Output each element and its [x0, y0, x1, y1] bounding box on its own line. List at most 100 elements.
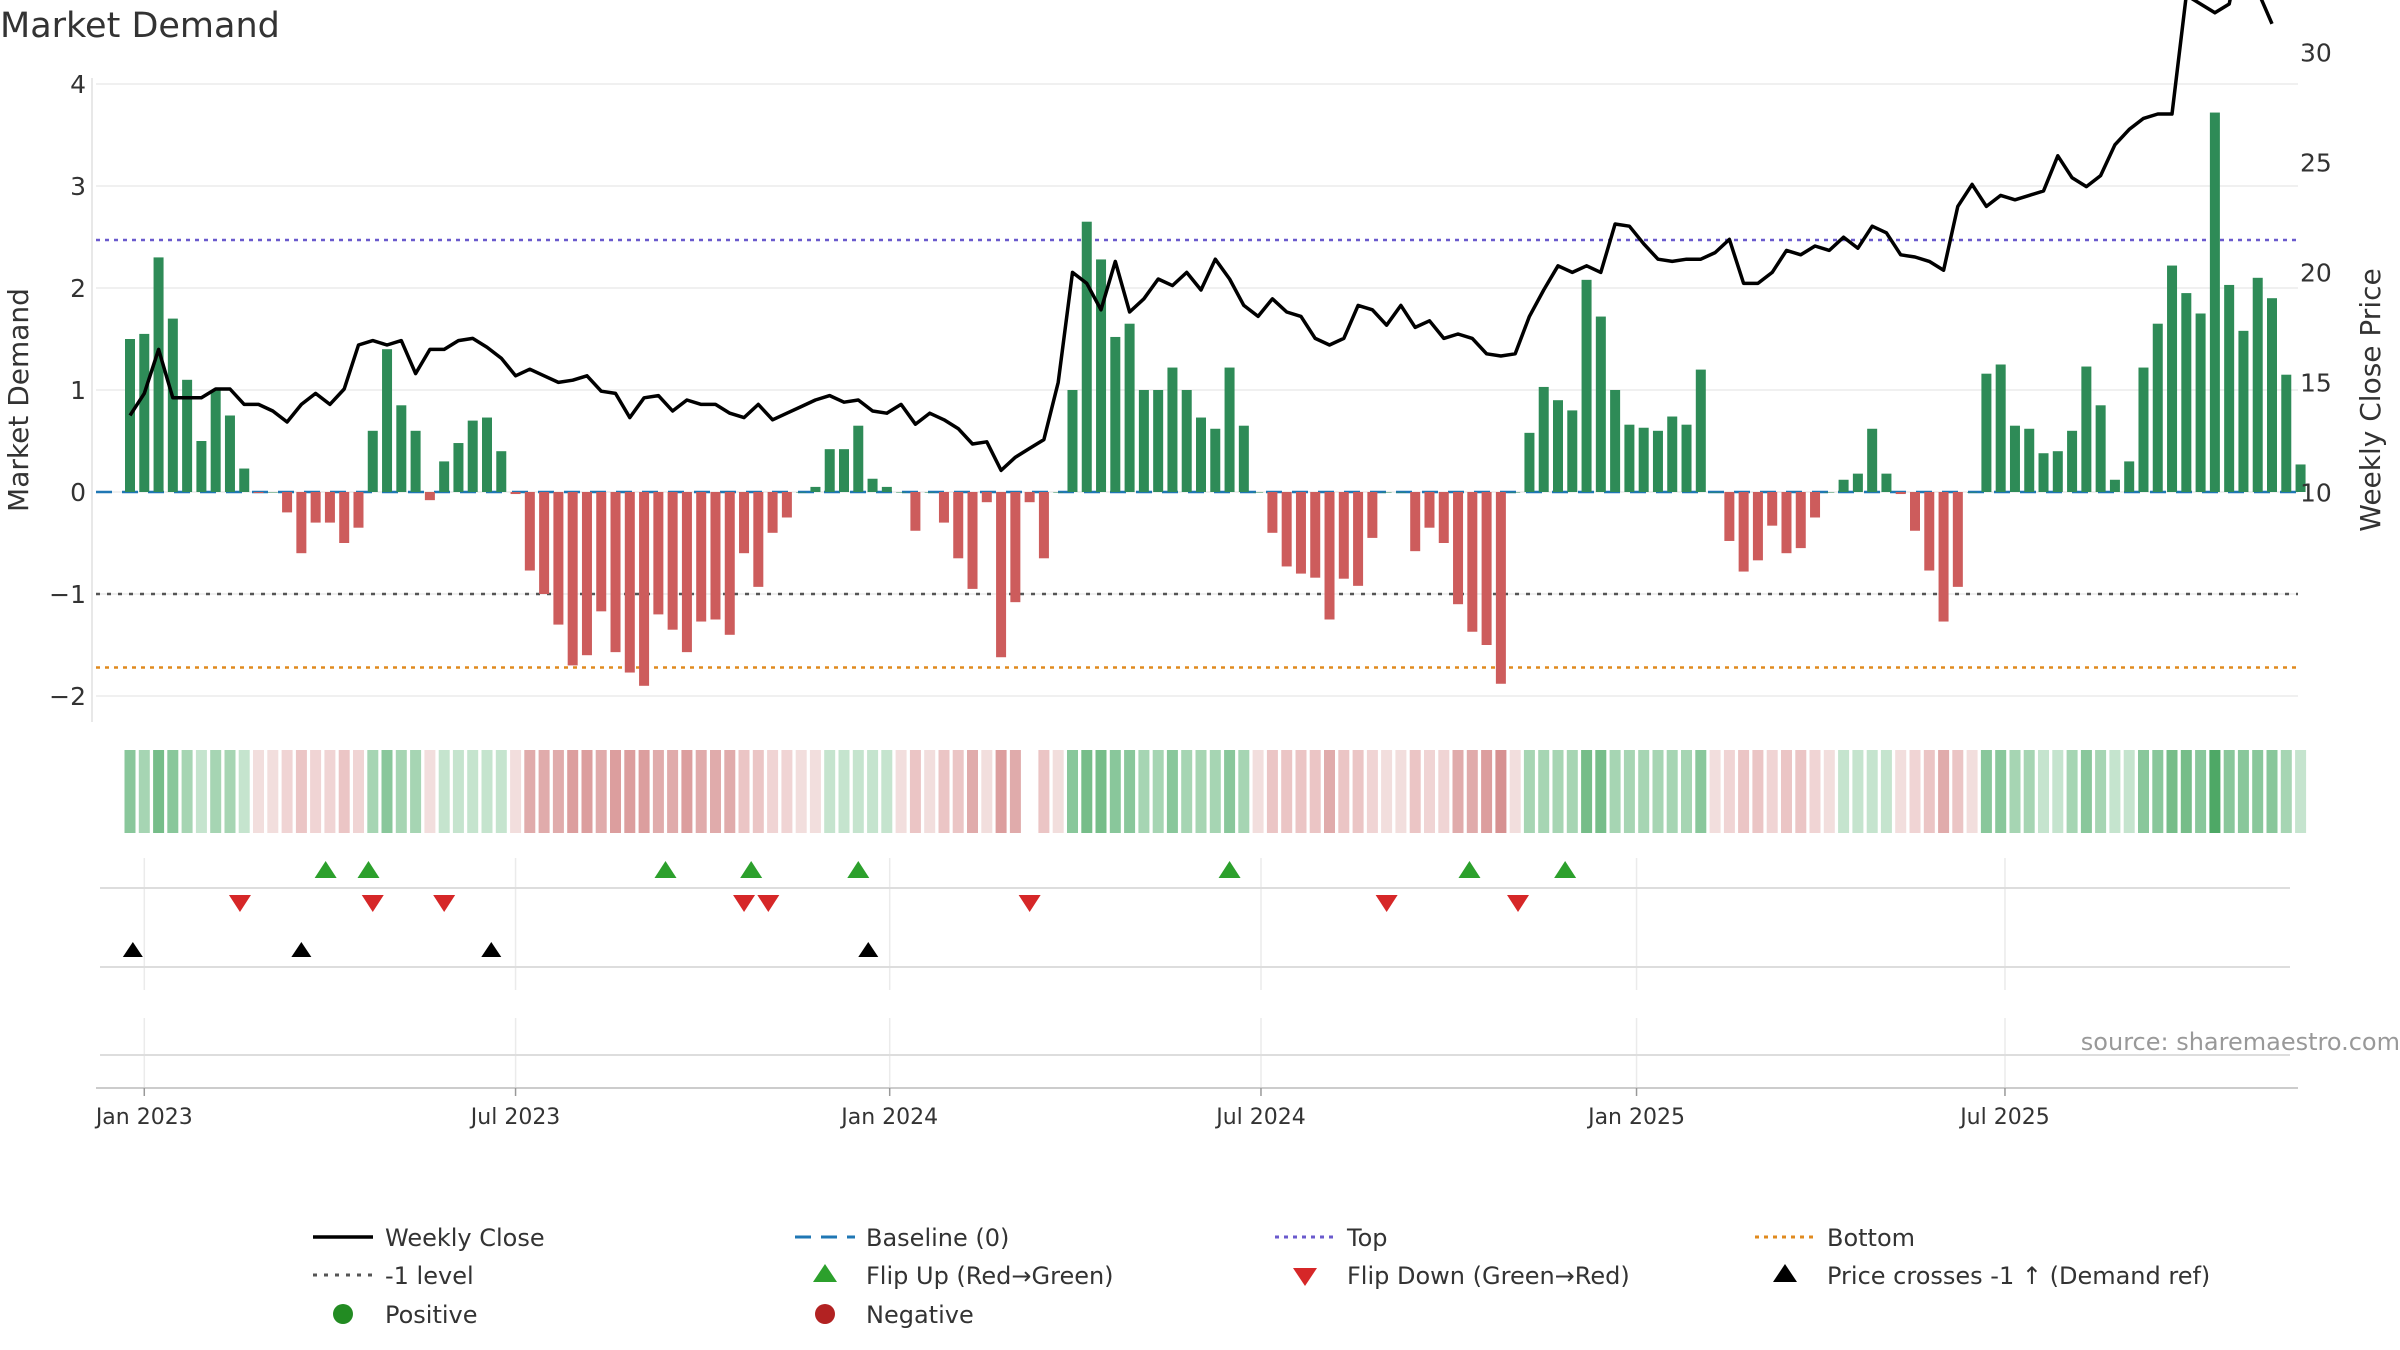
- legend-label-flip-down: Flip Down (Green→Red): [1347, 1262, 1630, 1290]
- strip-cell: [1424, 750, 1435, 833]
- strip-cell: [2123, 750, 2135, 833]
- strip-cell: [2023, 750, 2035, 833]
- positive-bar: [496, 451, 507, 492]
- positive-bar: [2209, 112, 2220, 492]
- strip-cell: [1923, 750, 1935, 833]
- x-tick-label: Jul 2023: [469, 1105, 561, 1130]
- negative-bar: [624, 492, 635, 673]
- strip-cell: [1980, 750, 1992, 833]
- strip-cell: [1880, 750, 1892, 833]
- negative-bar: [967, 492, 978, 589]
- strip-cell: [1552, 750, 1564, 833]
- strip-cell: [1009, 750, 1021, 833]
- strip-cell: [938, 750, 950, 833]
- strip-cell: [1695, 750, 1707, 833]
- positive-bar: [2267, 298, 2277, 492]
- y-tick-label: 1: [70, 376, 86, 405]
- negative-bar: [1438, 492, 1449, 543]
- y-tick-label: −2: [49, 682, 86, 711]
- legend-label-price-cross: Price crosses -1 ↑ (Demand ref): [1827, 1262, 2210, 1290]
- y-tick-label: 3: [70, 172, 86, 201]
- strip-cell: [1523, 750, 1535, 833]
- strip-cell: [995, 750, 1007, 833]
- negative-bar: [253, 492, 264, 494]
- negative-bar: [1038, 492, 1049, 559]
- strip-cell: [2066, 750, 2078, 833]
- strip-cell: [1195, 750, 1207, 833]
- positive-bar: [1838, 479, 1849, 492]
- negative-bar: [424, 492, 435, 501]
- positive-bar: [382, 349, 393, 492]
- legend: Weekly Close Baseline (0) Top Bottom -1 …: [313, 1224, 2210, 1329]
- negative-bar: [1010, 492, 1021, 603]
- positive-bar: [853, 425, 864, 492]
- negative-bar: [596, 492, 607, 612]
- positive-bar: [1710, 492, 1721, 493]
- strip-cell: [1124, 750, 1136, 833]
- legend-label-weekly-close: Weekly Close: [385, 1224, 545, 1252]
- positive-bar: [1995, 364, 2006, 492]
- positive-dot-icon: [333, 1304, 353, 1324]
- strip-cell: [2052, 750, 2064, 833]
- negative-bar: [696, 492, 707, 622]
- strip-cell: [652, 750, 664, 833]
- strip-cell: [1109, 750, 1121, 833]
- strip-cell: [1138, 750, 1150, 833]
- strip-cell: [395, 750, 407, 833]
- y2-axis-label: Weekly Close Price: [2354, 268, 2387, 531]
- legend-label-negative: Negative: [866, 1301, 974, 1329]
- positive-bar: [182, 379, 193, 492]
- strip-cell: [2109, 750, 2121, 833]
- positive-bar: [439, 461, 450, 492]
- negative-bar: [667, 492, 678, 630]
- demand-color-strip: [124, 750, 2307, 833]
- strip-cell: [1809, 750, 1821, 833]
- negative-bar: [581, 492, 592, 656]
- strip-cell: [538, 750, 550, 833]
- strip-cell: [724, 750, 736, 833]
- flip-down-marker: [757, 895, 780, 912]
- strip-cell: [1266, 750, 1278, 833]
- flip-up-marker: [1458, 861, 1481, 878]
- strip-cell: [1781, 750, 1792, 833]
- negative-bar: [1952, 492, 1963, 587]
- positive-bar: [1638, 427, 1649, 492]
- flip-down-marker: [1507, 895, 1530, 912]
- positive-bar: [1824, 492, 1835, 493]
- positive-bar: [1652, 430, 1663, 492]
- positive-bar: [1081, 221, 1092, 492]
- flip-down-marker: [361, 895, 384, 912]
- strip-cell: [581, 750, 593, 833]
- negative-bar: [324, 492, 335, 523]
- positive-bar: [796, 492, 807, 493]
- negative-bar: [1924, 492, 1935, 571]
- negative-bar: [953, 492, 964, 559]
- legend-label-top: Top: [1346, 1224, 1388, 1252]
- strip-cell: [1738, 750, 1750, 833]
- negative-bar: [1267, 492, 1278, 533]
- negative-bar: [653, 492, 664, 615]
- strip-cell: [2180, 750, 2192, 833]
- strip-cell: [1709, 750, 1721, 833]
- strip-cell: [1466, 750, 1478, 833]
- strip-cell: [681, 750, 693, 833]
- positive-bar: [1153, 390, 1164, 492]
- positive-bar: [1867, 428, 1878, 492]
- negative-bar: [1938, 492, 1949, 622]
- y2-tick-label: 20: [2300, 258, 2332, 287]
- strip-cell: [924, 750, 936, 833]
- negative-bar: [1467, 492, 1478, 632]
- strip-cell: [2252, 750, 2264, 833]
- positive-bar: [2124, 461, 2135, 492]
- strip-cell: [1595, 750, 1607, 833]
- positive-bar: [1538, 386, 1549, 492]
- strip-cell: [410, 750, 422, 833]
- positive-bar: [196, 441, 207, 492]
- negative-bar: [681, 492, 692, 653]
- positive-bar: [224, 415, 235, 492]
- x-tick-label: Jan 2023: [94, 1105, 193, 1130]
- strip-cell: [1752, 750, 1764, 833]
- strip-cell: [595, 750, 607, 833]
